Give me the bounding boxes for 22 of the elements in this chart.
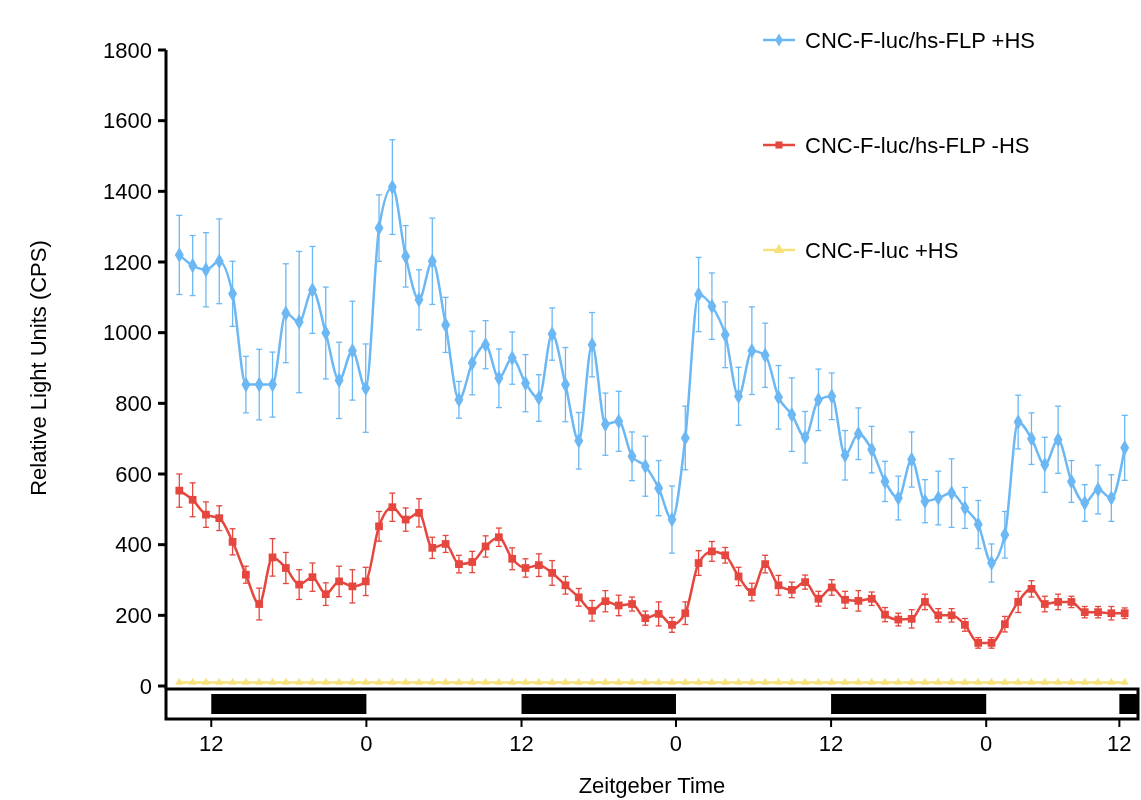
y-tick-label: 1400 — [103, 179, 152, 205]
y-tick-label: 1800 — [103, 37, 152, 63]
legend-label: CNC-F-luc/hs-FLP +HS — [805, 27, 1036, 53]
y-tick-label: 400 — [115, 532, 152, 558]
x-axis-title: Zeitgeber Time — [578, 773, 726, 798]
y-axis-title: Relative Light Units (CPS) — [26, 240, 51, 496]
legend-label: CNC-F-luc +HS — [805, 237, 959, 263]
text: 12 — [1107, 731, 1132, 756]
text: 12 — [199, 731, 224, 756]
y-tick-label: 1000 — [103, 320, 152, 346]
y-tick-label: 200 — [115, 603, 152, 629]
y-tick-label: 800 — [115, 391, 152, 417]
text: 12 — [818, 731, 844, 756]
text: 0 — [980, 731, 993, 756]
legend-label: CNC-F-luc/hs-FLP -HS — [805, 132, 1030, 158]
text: 0 — [360, 731, 373, 756]
text: 12 — [509, 731, 534, 756]
y-tick-label: 600 — [115, 461, 152, 487]
y-tick-label: 0 — [139, 673, 152, 699]
text: 0 — [669, 731, 683, 756]
y-tick-label: 1600 — [103, 108, 152, 134]
y-tick-label: 1200 — [103, 249, 152, 275]
